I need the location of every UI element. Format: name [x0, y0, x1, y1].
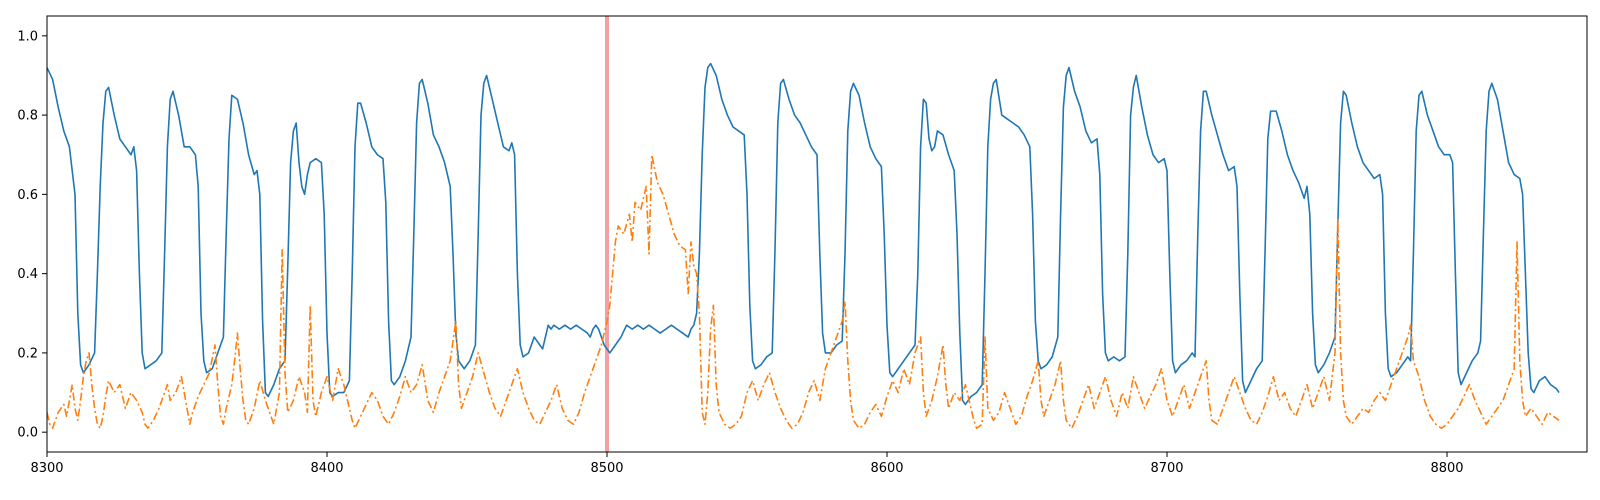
- series-layer: [47, 62, 1560, 430]
- x-tick-label: 8700: [1150, 461, 1183, 476]
- x-tick-label: 8400: [310, 461, 343, 476]
- plot-frame: [46, 15, 1588, 453]
- x-tick-label: 8500: [590, 461, 623, 476]
- x-axis: 8300 8400 8500 8600 8700 8800: [30, 452, 1464, 476]
- y-tick-label: 0.4: [17, 267, 38, 282]
- series-line-1: [47, 62, 1560, 406]
- x-tick-label: 8600: [870, 461, 903, 476]
- y-tick-label: 0.6: [17, 188, 38, 203]
- y-tick-label: 0.0: [17, 426, 38, 441]
- x-tick-label: 8300: [30, 461, 63, 476]
- y-tick-label: 1.0: [17, 29, 38, 44]
- y-tick-label: 0.8: [17, 109, 38, 124]
- y-axis: 0.0 0.2 0.4 0.6 0.8 1.0: [17, 29, 47, 441]
- series-line-2: [47, 153, 1560, 430]
- y-tick-label: 0.2: [17, 346, 38, 361]
- x-tick-label: 8800: [1430, 461, 1463, 476]
